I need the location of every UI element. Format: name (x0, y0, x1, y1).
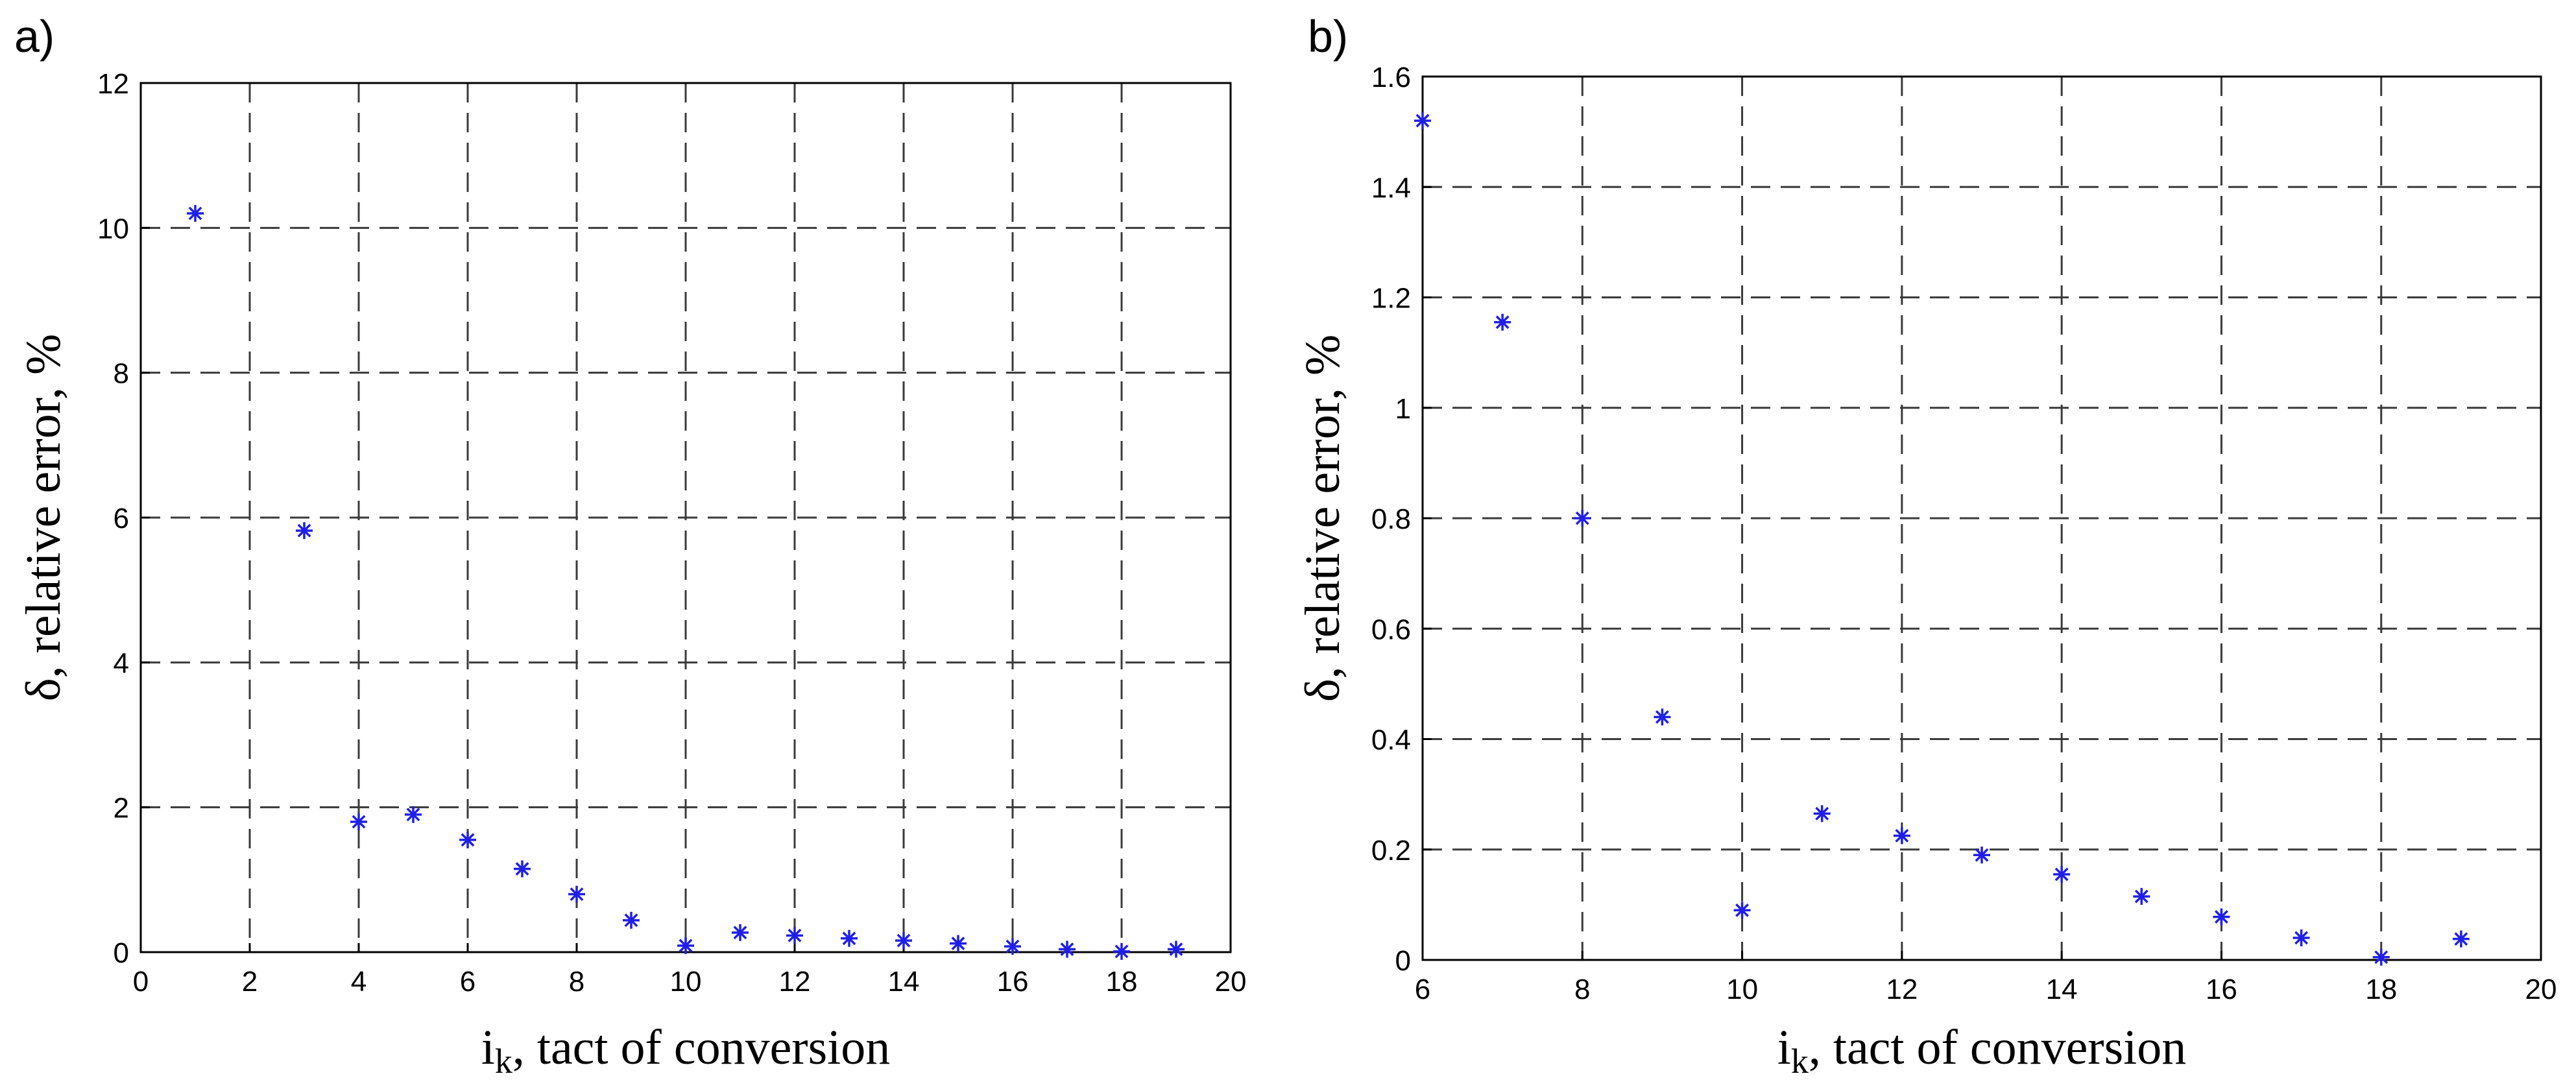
x-axis-label-a: ik, tact of conversion (481, 1020, 891, 1081)
x-tick-label: 18 (2365, 974, 2397, 1005)
data-point (514, 860, 531, 878)
data-point (1893, 827, 1910, 844)
data-point (2372, 948, 2390, 966)
data-point (1004, 938, 1021, 955)
y-tick-label: 10 (97, 213, 129, 245)
data-point (1059, 940, 1076, 958)
y-axis-label-a: δ, relative error, % (16, 334, 71, 702)
y-tick-label: 1.2 (1371, 283, 1411, 315)
panel-label-b: b) (1308, 11, 1348, 62)
y-tick-label: 0.8 (1371, 503, 1411, 535)
x-axis-label-main-b: i (1777, 1020, 1791, 1075)
y-tick-label: 1 (1395, 393, 1411, 425)
y-tick-label: 0.6 (1371, 614, 1411, 645)
x-tick-label: 12 (779, 966, 811, 998)
x-axis-label-rest-b: , tact of conversion (1809, 1020, 2186, 1075)
data-point (677, 937, 694, 954)
y-axis-label-b: δ, relative error, % (1295, 335, 1350, 702)
data-point (1813, 805, 1831, 822)
x-tick-label: 10 (1726, 974, 1758, 1005)
data-point (950, 935, 967, 952)
y-tick-label: 12 (97, 68, 129, 100)
x-axis-label-sub-b: k (1791, 1042, 1809, 1081)
data-point (1574, 510, 1591, 527)
ticks-a: 0 2 4 6 8 10 12 14 16 18 20 0 2 4 6 8 10 12 (97, 68, 1246, 998)
x-tick-label: 6 (460, 966, 475, 998)
x-axis-label-sub-a: k (495, 1042, 512, 1081)
x-tick-label: 16 (997, 966, 1029, 998)
data-point (1414, 112, 1431, 130)
y-tick-label: 4 (114, 647, 129, 679)
x-tick-label: 8 (569, 966, 584, 998)
x-tick-label: 20 (2525, 974, 2557, 1005)
data-point (1654, 708, 1671, 726)
data-point (1733, 902, 1751, 919)
data-point (623, 911, 640, 929)
data-point (405, 806, 422, 823)
data-point (732, 924, 749, 941)
y-tick-label: 1.6 (1371, 62, 1411, 93)
x-tick-label: 6 (1415, 974, 1430, 1005)
data-point (1494, 313, 1511, 331)
ticks-b: 6 8 10 12 14 16 18 20 0 0.2 0.4 0.6 0.8 1 1.2 1.4 1.6 (1371, 62, 2557, 1005)
data-point (459, 831, 476, 848)
x-tick-label: 14 (2046, 974, 2078, 1005)
data-point (296, 522, 313, 540)
data-point (895, 932, 912, 950)
x-axis-label-main-a: i (481, 1020, 495, 1075)
y-tick-label: 8 (114, 358, 129, 390)
data-point (2452, 930, 2470, 948)
data-point (2133, 888, 2150, 905)
panel-label-a: a) (14, 11, 54, 62)
x-tick-label: 20 (1215, 966, 1247, 998)
x-tick-label: 4 (351, 966, 367, 998)
data-point (1113, 942, 1130, 960)
data-point (187, 205, 204, 222)
x-tick-label: 14 (888, 966, 920, 998)
chart-panel-a: a) 0 2 4 6 8 10 12 14 16 18 20 0 2 4 6 8 10 12 ik, tact o… (14, 11, 1246, 1081)
data-point (568, 885, 585, 903)
markers-b (1414, 112, 2470, 966)
x-tick-label: 18 (1106, 966, 1138, 998)
y-tick-label: 1.4 (1371, 172, 1411, 204)
y-tick-label: 2 (114, 793, 129, 824)
x-tick-label: 8 (1574, 974, 1590, 1005)
data-point (2053, 866, 2071, 883)
data-point (2293, 929, 2310, 946)
x-tick-label: 16 (2206, 974, 2237, 1005)
x-axis-label-rest-a: , tact of conversion (512, 1020, 890, 1075)
x-tick-label: 12 (1886, 974, 1918, 1005)
y-tick-label: 0 (114, 937, 129, 969)
x-tick-label: 10 (670, 966, 702, 998)
data-point (350, 813, 367, 830)
data-point (2213, 908, 2230, 926)
y-tick-label: 6 (114, 503, 129, 534)
data-point (1168, 940, 1185, 958)
y-tick-label: 0 (1395, 945, 1411, 977)
y-tick-label: 0.4 (1371, 724, 1411, 756)
y-tick-label: 0.2 (1371, 835, 1411, 867)
data-point (786, 927, 803, 944)
grid-a (141, 83, 1231, 952)
data-point (1973, 846, 1990, 864)
x-tick-label: 2 (242, 966, 258, 998)
x-axis-label-b: ik, tact of conversion (1777, 1020, 2187, 1081)
chart-panel-b: b) 6 8 10 12 14 16 18 20 0 0.2 0.4 0.6 0.8 1 1.2 1.4 1.6… (1295, 11, 2557, 1081)
grid-b (1423, 77, 2541, 960)
x-tick-label: 0 (133, 966, 149, 998)
markers-a (187, 205, 1185, 960)
data-point (841, 929, 858, 947)
